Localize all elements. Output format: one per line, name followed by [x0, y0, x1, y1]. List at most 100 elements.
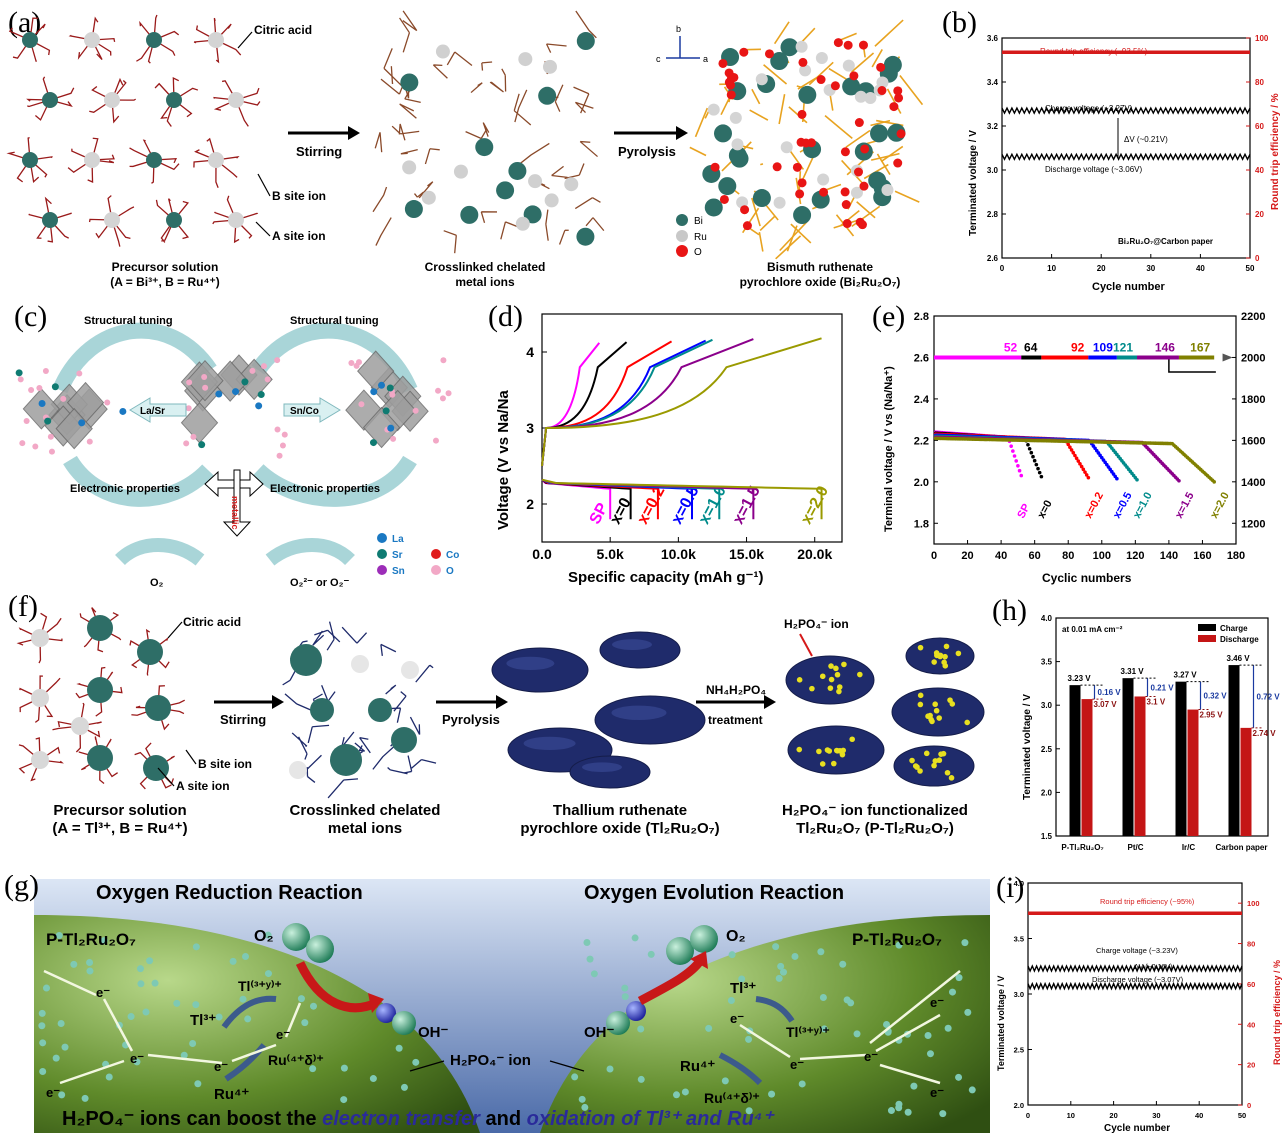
h2po4-ion	[809, 685, 815, 692]
o-site	[36, 385, 43, 392]
charge-label: Charge voltage (~3.27V)	[1045, 104, 1133, 113]
surface-dot	[895, 941, 903, 949]
bi-atom	[842, 77, 861, 96]
h2po4-ion	[929, 718, 935, 725]
y2-tick-label: 2200	[1241, 311, 1265, 323]
panel-i: (i) Cycle number Terminated voltage / V …	[990, 871, 1285, 1133]
oer-arrow	[637, 958, 704, 1005]
data-point	[1081, 467, 1086, 472]
o2-label: O₂	[150, 577, 164, 589]
y-tick-label: 2.0	[1041, 788, 1053, 797]
octahedron	[211, 360, 249, 402]
octahedron	[235, 358, 273, 401]
o-atom	[893, 158, 903, 168]
plot-frame	[1027, 882, 1243, 1106]
ru-atom	[854, 90, 867, 103]
y2-tick-label: 1400	[1241, 477, 1265, 489]
legend-la: La	[392, 534, 404, 545]
chart-e: Cyclic numbers Terminal voltage / V vs (…	[883, 311, 1265, 585]
ru-atom	[799, 64, 812, 77]
surface-dot	[904, 1108, 912, 1116]
panel-a-svg: Stirring Pyrolysis Citric acid B site io…	[6, 10, 924, 260]
surface-dot	[57, 1020, 65, 1028]
data-point	[1083, 470, 1087, 474]
cycle-number-label: 109	[1093, 340, 1113, 354]
bi-atom	[752, 189, 771, 208]
ru-ion	[228, 92, 244, 108]
o-site	[440, 357, 447, 364]
ru-atom	[707, 103, 720, 116]
curve-label: x=0	[1035, 498, 1054, 520]
metal-ion	[576, 227, 595, 246]
surface-dot	[939, 1110, 947, 1118]
o-atom	[858, 40, 868, 50]
x-tick-label: 30	[1146, 264, 1155, 273]
data-point	[1019, 473, 1024, 478]
surface-dot	[647, 950, 655, 958]
y2-tick-label: 80	[1255, 78, 1264, 87]
h2po4-arrow	[799, 633, 813, 657]
ru-arrow-left	[224, 1043, 267, 1082]
category-label: P-Tl₂Ru₂O₇	[1061, 843, 1103, 852]
x-tick-label: 20	[1109, 1111, 1117, 1120]
surface-dot	[728, 951, 736, 959]
a-site	[387, 424, 395, 432]
surface-dot	[215, 1013, 223, 1021]
bi-ion	[42, 92, 58, 108]
surface-dot	[105, 1073, 113, 1081]
data-point	[1066, 442, 1071, 447]
svg-text:e⁻: e⁻	[930, 995, 944, 1010]
svg-text:e⁻: e⁻	[46, 1085, 60, 1100]
y-tick-label: 2.5	[1041, 745, 1053, 754]
surface-dot	[100, 937, 108, 945]
a-site	[198, 441, 206, 449]
ru-ion	[84, 32, 100, 48]
crosslinked-network	[372, 10, 605, 254]
electron-paths-right	[739, 970, 961, 1085]
metal-ion	[404, 200, 423, 219]
surface-dot	[58, 1091, 66, 1099]
ion	[145, 695, 171, 721]
surface-dot	[798, 1080, 806, 1088]
o-site	[249, 367, 256, 374]
y-tick-label: 4	[526, 344, 534, 360]
y-tick-label: 2.5	[1014, 1046, 1024, 1055]
h2po4-ion	[828, 676, 835, 683]
surface-dot	[194, 1080, 202, 1088]
cycle-number-label: 64	[1024, 340, 1038, 354]
o-site	[202, 384, 209, 391]
x-tick-label: 50	[1246, 264, 1255, 273]
o-atom-icon	[676, 245, 688, 257]
category-label: Ir/C	[1182, 843, 1196, 852]
surface-dot	[242, 952, 250, 960]
o2-ions-label: O₂²⁻ or O₂⁻	[290, 577, 349, 589]
h2po4-ion	[834, 671, 841, 678]
metal-ion	[435, 44, 450, 59]
y-tick-label: 3.0	[987, 166, 999, 175]
ru-ion	[84, 152, 100, 168]
chart-i: Cycle number Terminated voltage / V Roun…	[996, 879, 1282, 1133]
o2ion-arc	[265, 538, 355, 566]
h2po4-ion	[955, 650, 962, 657]
precursor-cluster	[6, 14, 261, 247]
o-atom	[819, 187, 829, 197]
x-axis-label: Specific capacity (mAh g⁻¹)	[568, 569, 763, 586]
o-site	[190, 433, 197, 440]
legend-o: O	[446, 566, 454, 577]
bottom-statement: H₂PO₄⁻ ions can boost the electron trans…	[62, 1108, 775, 1130]
surface-dot	[621, 993, 629, 1001]
dv-label: ΔV (~0.21V)	[1124, 135, 1168, 144]
ion	[143, 755, 169, 781]
x-tick-label: 5.0k	[597, 546, 624, 562]
x-tick-label: 0.0	[532, 546, 552, 562]
chart-i-marks: 0 10 20 30 40 50 2.0 2.5 3.0 3.5 4.0 0 20 40 60 80 100	[1014, 879, 1260, 1120]
data-point	[1026, 442, 1030, 447]
bi-ion	[42, 212, 58, 228]
b-site-label: B site ion	[198, 757, 252, 771]
x-tick-label: 120	[1126, 550, 1144, 562]
panel-label-g: (g)	[4, 875, 39, 902]
delta-label: 0.32 V	[1204, 692, 1228, 701]
panel-f: (f) Stirring Pyrolysis NH₄H₂PO₄ treatmen…	[0, 590, 990, 875]
a-site-label: A site ion	[176, 779, 230, 793]
bi-atom	[793, 206, 812, 225]
